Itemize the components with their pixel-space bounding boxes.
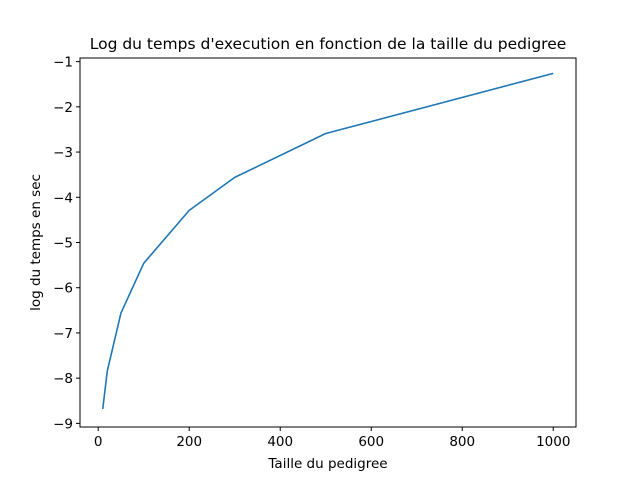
series-line	[101, 72, 554, 410]
y-tick-label: −7	[53, 326, 73, 342]
x-tick-label: 600	[358, 434, 384, 450]
x-tick-label: 400	[267, 434, 293, 450]
y-tick-label: −8	[53, 371, 73, 387]
x-tick-label: 200	[176, 434, 202, 450]
chart-title: Log du temps d'execution en fonction de …	[90, 35, 567, 53]
x-tick-label: 0	[94, 434, 103, 450]
x-tick-label: 800	[449, 434, 475, 450]
plot-area	[101, 72, 554, 410]
y-axis-label: log du temps en sec	[28, 174, 44, 311]
x-axis-label: Taille du pedigree	[267, 456, 387, 472]
y-tick-label: −1	[53, 55, 73, 71]
y-tick-label: −6	[53, 281, 73, 297]
y-tick-label: −4	[53, 190, 73, 206]
x-axis: 0 200 400 600 800 1000	[94, 427, 570, 450]
y-tick-label: −5	[53, 236, 73, 252]
x-tick-label: 1000	[536, 434, 570, 450]
y-tick-label: −9	[53, 416, 73, 432]
y-tick-label: −2	[53, 100, 73, 116]
y-axis: −9 −8 −7 −6 −5 −4 −3 −2 −1	[53, 55, 80, 432]
y-tick-label: −3	[53, 145, 73, 161]
